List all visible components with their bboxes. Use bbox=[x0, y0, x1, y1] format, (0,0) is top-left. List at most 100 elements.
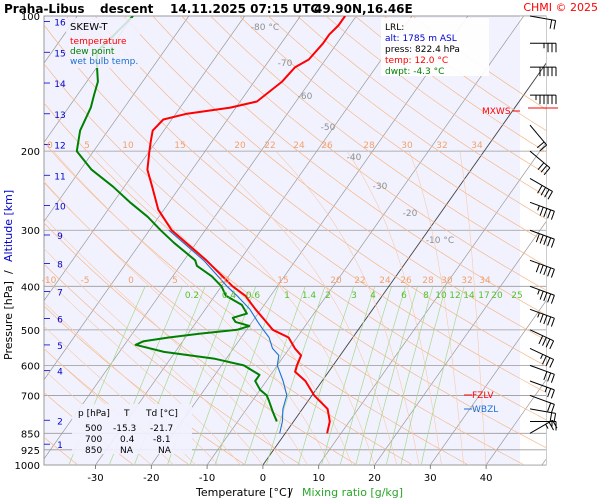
pressure-tick-label: 400 bbox=[21, 282, 40, 293]
isotherm bbox=[318, 141, 546, 465]
altitude-tick-label: 7 bbox=[57, 288, 63, 298]
altitude-tick-label: 10 bbox=[54, 203, 66, 213]
mixing-ratio-label: 4 bbox=[370, 291, 376, 301]
wind-barb-feather bbox=[539, 144, 548, 152]
wind-barb-feather bbox=[535, 233, 540, 243]
dry-adiabat-label: -30 bbox=[373, 182, 388, 192]
isotherm bbox=[95, 16, 413, 465]
moist-adiabat-label: 32 bbox=[461, 276, 472, 286]
mixing-ratio-label: 8 bbox=[423, 291, 429, 301]
wind-barb bbox=[529, 15, 557, 30]
isotherm bbox=[44, 16, 134, 143]
moist-adiabat-label: 22 bbox=[354, 276, 365, 286]
altitude-tick-label: 15 bbox=[54, 49, 65, 59]
lrl-box bbox=[381, 18, 489, 76]
mixing-ratio-line bbox=[385, 286, 434, 465]
wind-barb-feather bbox=[543, 292, 548, 302]
wind-barb-feather bbox=[548, 422, 555, 431]
moist-adiabat-label: 20 bbox=[330, 276, 342, 286]
legend-title: SKEW-T bbox=[70, 22, 108, 33]
isotherm bbox=[44, 16, 301, 381]
wind-barb-feather bbox=[537, 162, 545, 170]
mixing-ratio-line bbox=[339, 286, 392, 465]
lrl-dwpt: dwpt: -4.3 °C bbox=[385, 67, 444, 77]
wind-barb-feather bbox=[549, 412, 553, 422]
temperature-tick-label: 10 bbox=[312, 473, 325, 484]
pressure-tick-label: 200 bbox=[21, 147, 40, 158]
wind-barb-feather bbox=[539, 290, 544, 300]
y-axis-label-2: Altitude [km] bbox=[2, 190, 15, 262]
moist-adiabat bbox=[459, 151, 487, 465]
wind-barb bbox=[529, 364, 555, 383]
mixing-ratio-line bbox=[321, 286, 376, 465]
mixing-ratio-label: 25 bbox=[511, 291, 522, 301]
moist-adiabat-label: 20 bbox=[234, 141, 246, 151]
moist-adiabat-label: 26 bbox=[321, 141, 333, 151]
moist-adiabat-label: 28 bbox=[363, 141, 375, 151]
wind-barb-feather bbox=[549, 340, 555, 350]
isotherm bbox=[541, 458, 546, 465]
mixing-ratio-line bbox=[265, 286, 326, 465]
marker-wbzl: WBZL bbox=[472, 405, 498, 415]
wind-barb-feather bbox=[542, 355, 547, 365]
dry-adiabat bbox=[268, 16, 546, 220]
moist-adiabat bbox=[53, 151, 331, 465]
mixing-ratio-label: 1 bbox=[284, 291, 290, 301]
wind-barb-feather bbox=[547, 388, 552, 398]
y-axis-separator: / bbox=[2, 270, 15, 274]
table-cell: -15.3 bbox=[113, 424, 136, 434]
mixing-ratio-line bbox=[214, 286, 279, 465]
altitude-tick-label: 2 bbox=[57, 417, 63, 427]
wind-barb bbox=[529, 394, 555, 413]
table-cell: -21.7 bbox=[150, 424, 173, 434]
mixing-ratio-line bbox=[355, 286, 406, 465]
mixing-ratio-label: 3 bbox=[351, 291, 357, 301]
dry-adiabat bbox=[44, 181, 413, 465]
wind-barb-feather bbox=[542, 337, 547, 346]
wind-barb-feather bbox=[550, 389, 555, 399]
wind-barb-feather bbox=[547, 209, 552, 219]
temperature-tick-label: 20 bbox=[368, 473, 381, 484]
mixing-ratio-label: 0.6 bbox=[246, 291, 261, 301]
wind-barb-feather bbox=[536, 141, 545, 149]
wind-barb-feather bbox=[540, 187, 547, 196]
moist-adiabat bbox=[408, 151, 465, 465]
wind-barb-feather bbox=[543, 167, 551, 176]
altitude-tick-label: 11 bbox=[54, 172, 65, 182]
wind-barb-feather bbox=[538, 335, 544, 345]
dry-adiabat bbox=[239, 16, 546, 243]
wind-barb-feather bbox=[550, 374, 555, 383]
mixing-ratio-label: 0.4 bbox=[222, 291, 237, 301]
wind-barb-feather bbox=[547, 191, 553, 200]
moist-adiabat bbox=[44, 276, 241, 465]
altitude-tick-label: 4 bbox=[57, 368, 63, 378]
moist-adiabat-label: -10 bbox=[42, 276, 57, 286]
isotherm bbox=[44, 16, 190, 223]
moist-adiabat-label: 0 bbox=[128, 276, 134, 286]
wind-barb bbox=[530, 94, 557, 105]
dry-adiabat bbox=[296, 16, 546, 197]
wind-barb-feather bbox=[547, 402, 552, 412]
table-cell: 850 bbox=[85, 446, 102, 456]
mixing-ratio-line bbox=[400, 286, 447, 465]
x-axis-label-2: Mixing ratio [g/kg] bbox=[302, 486, 403, 499]
wind-barb-staff bbox=[529, 329, 554, 342]
wind-barb-feather bbox=[540, 354, 544, 360]
wind-barb-feather bbox=[543, 236, 548, 246]
moist-adiabat-label: 5 bbox=[172, 276, 178, 286]
wind-barb-feather bbox=[549, 19, 553, 29]
wind-barb-staff bbox=[529, 347, 554, 360]
lrl-title: LRL: bbox=[385, 23, 404, 33]
altitude-tick-label: 8 bbox=[57, 261, 63, 271]
table-header-p: p [hPa] bbox=[78, 409, 110, 419]
wind-barb bbox=[529, 124, 548, 152]
wind-barb-feather bbox=[539, 313, 544, 323]
header-coords: 49.90N,16.46E bbox=[314, 2, 413, 16]
dry-adiabat bbox=[210, 16, 546, 267]
wind-barb-feather bbox=[543, 266, 548, 276]
temperature-tick-label: -30 bbox=[87, 473, 103, 484]
altitude-tick-label: 12 bbox=[54, 142, 65, 152]
table-header-t: T bbox=[123, 409, 130, 419]
table-header-td: Td [°C] bbox=[145, 409, 178, 419]
temperature-tick-label: 40 bbox=[480, 473, 493, 484]
